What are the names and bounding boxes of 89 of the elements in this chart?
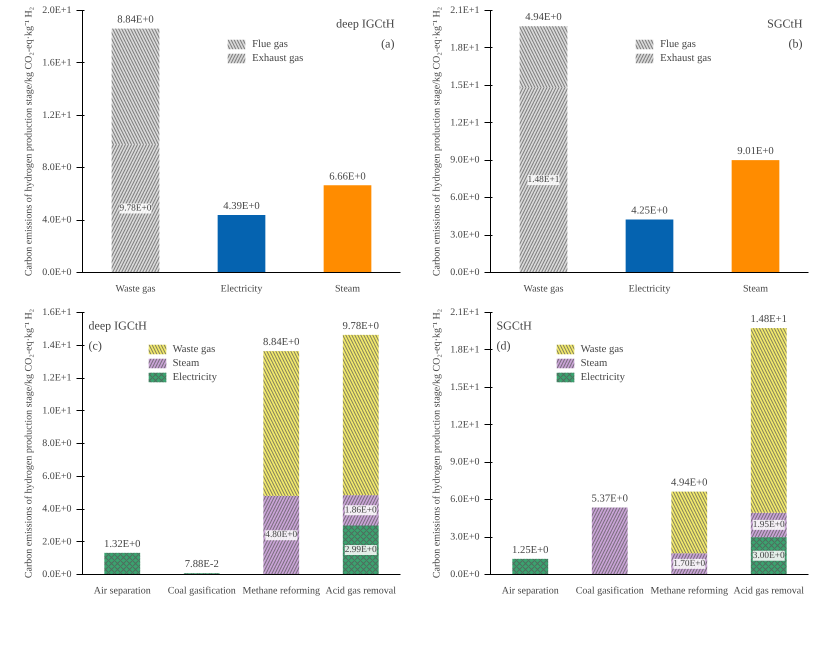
y-tick-label: 2.1E+1: [450, 307, 480, 318]
x-tick-label: Air separation: [94, 586, 151, 596]
annotation: (c): [88, 338, 102, 352]
y-tick-label: 0.0E+0: [450, 267, 480, 278]
y-axis-title: Carbon emissions of hydrogen production stage/kg CO₂-eq·kg⁻¹ H₂: [23, 308, 34, 578]
y-tick-label: 1.2E+1: [42, 110, 72, 121]
y-tick-label: 1.5E+1: [450, 80, 480, 91]
annotation: SGCtH: [496, 318, 532, 332]
x-tick-label: Acid gas removal: [325, 586, 396, 596]
y-tick-label: 9.0E+0: [450, 154, 480, 166]
data-label: 9.01E+0: [737, 146, 774, 158]
y-tick-label: 1.5E+1: [450, 382, 480, 393]
y-tick-label: 1.0E+1: [42, 405, 72, 416]
annotation: (b): [788, 36, 803, 50]
x-tick-label: Methane reforming: [650, 586, 728, 596]
y-tick-label: 0.0E+0: [42, 267, 72, 278]
y-tick-label: 3.0E+0: [450, 532, 480, 543]
y-tick-label: 0.0E+0: [450, 569, 480, 580]
annotation: (a): [381, 36, 395, 50]
data-label: 9.78E+0: [342, 320, 379, 332]
y-tick-label: 1.4E+1: [42, 340, 72, 351]
y-tick-label: 4.0E+0: [42, 504, 72, 514]
y-tick-label: 2.0E+0: [42, 536, 72, 548]
legend-label: Exhaust gas: [252, 52, 304, 64]
x-tick-label: Electricity: [220, 284, 262, 294]
x-tick-label: Acid gas removal: [733, 586, 804, 596]
y-tick-label: 6.0E+0: [450, 494, 480, 506]
y-tick-label: 1.8E+1: [450, 344, 480, 356]
legend-label: Waste gas: [580, 343, 624, 355]
y-tick-label: 9.0E+0: [450, 456, 480, 468]
x-tick-label: Waste gas: [115, 284, 156, 294]
data-label: 1.86E+0: [344, 505, 378, 516]
x-tick-label: Steam: [335, 284, 360, 294]
y-tick-label: 2.0E+1: [42, 5, 72, 16]
y-tick-label: 1.8E+1: [450, 42, 480, 54]
data-label: 1.25E+0: [512, 544, 548, 556]
data-label: 1.32E+0: [104, 538, 140, 550]
legend-label: Steam: [580, 357, 608, 369]
x-tick-label: Methane reforming: [242, 586, 320, 596]
data-label: 4.94E+0: [671, 478, 708, 489]
y-tick-label: 2.1E+1: [450, 5, 480, 16]
data-label: 1.48E+1: [528, 175, 560, 186]
y-tick-label: 6.0E+0: [42, 470, 72, 482]
y-tick-label: 3.0E+0: [450, 230, 480, 241]
data-label: 4.25E+0: [631, 205, 668, 216]
legend-label: Waste gas: [172, 343, 216, 355]
legend-label: Flue gas: [660, 38, 696, 50]
legend-label: Exhaust gas: [660, 52, 712, 64]
y-tick-label: 4.0E+0: [42, 214, 72, 226]
legend-label: Electricity: [580, 371, 625, 383]
y-tick-label: 8.0E+0: [42, 162, 72, 174]
x-tick-label: Waste gas: [523, 284, 564, 294]
y-tick-label: 6.0E+0: [450, 192, 480, 204]
x-tick-label: Coal gasification: [576, 586, 644, 596]
y-tick-label: 1.6E+1: [42, 57, 72, 68]
y-tick-label: 8.0E+0: [42, 438, 72, 449]
x-tick-label: Air separation: [502, 586, 559, 596]
data-label: 5.37E+0: [592, 494, 628, 505]
data-label: 6.66E+0: [329, 171, 366, 182]
legend-label: Steam: [172, 357, 200, 369]
x-tick-label: Steam: [743, 284, 768, 294]
data-label: 9.78E+0: [120, 203, 152, 214]
data-label: 1.70E+0: [673, 558, 706, 569]
y-tick-label: 1.2E+1: [450, 419, 480, 430]
data-label: 7.88E-2: [184, 559, 219, 570]
y-axis-title: Carbon emissions of hydrogen production stage/kg CO₂-eq·kg⁻¹ H₂: [431, 308, 442, 578]
annotation: (d): [496, 338, 510, 352]
y-tick-label: 1.2E+1: [42, 372, 72, 384]
legend-label: Flue gas: [252, 38, 288, 50]
data-label: 1.48E+1: [750, 314, 787, 326]
data-label: 3.00E+0: [752, 550, 786, 561]
x-tick-label: Electricity: [628, 284, 670, 294]
data-label: 4.94E+0: [525, 12, 562, 24]
data-label: 8.84E+0: [263, 337, 300, 348]
legend-label: Electricity: [172, 371, 217, 383]
data-label: 8.84E+0: [117, 14, 154, 26]
y-axis-title: Carbon emissions of hydrogen production stage/kg CO₂-eq·kg⁻¹ H₂: [23, 6, 34, 276]
data-label: 4.39E+0: [223, 200, 260, 212]
annotation: deep IGCtH: [88, 318, 148, 332]
y-axis-title: Carbon emissions of hydrogen production stage/kg CO₂-eq·kg⁻¹ H₂: [431, 6, 442, 276]
annotation: deep IGCtH: [336, 16, 395, 30]
data-label: 4.80E+0: [265, 530, 298, 540]
data-label: 2.99E+0: [344, 545, 378, 556]
y-tick-label: 1.6E+1: [42, 307, 72, 318]
y-tick-label: 1.2E+1: [450, 117, 480, 128]
y-tick-label: 0.0E+0: [42, 569, 72, 580]
data-label: 1.95E+0: [752, 520, 786, 530]
x-tick-label: Coal gasification: [168, 586, 236, 596]
annotation: SGCtH: [767, 16, 803, 30]
